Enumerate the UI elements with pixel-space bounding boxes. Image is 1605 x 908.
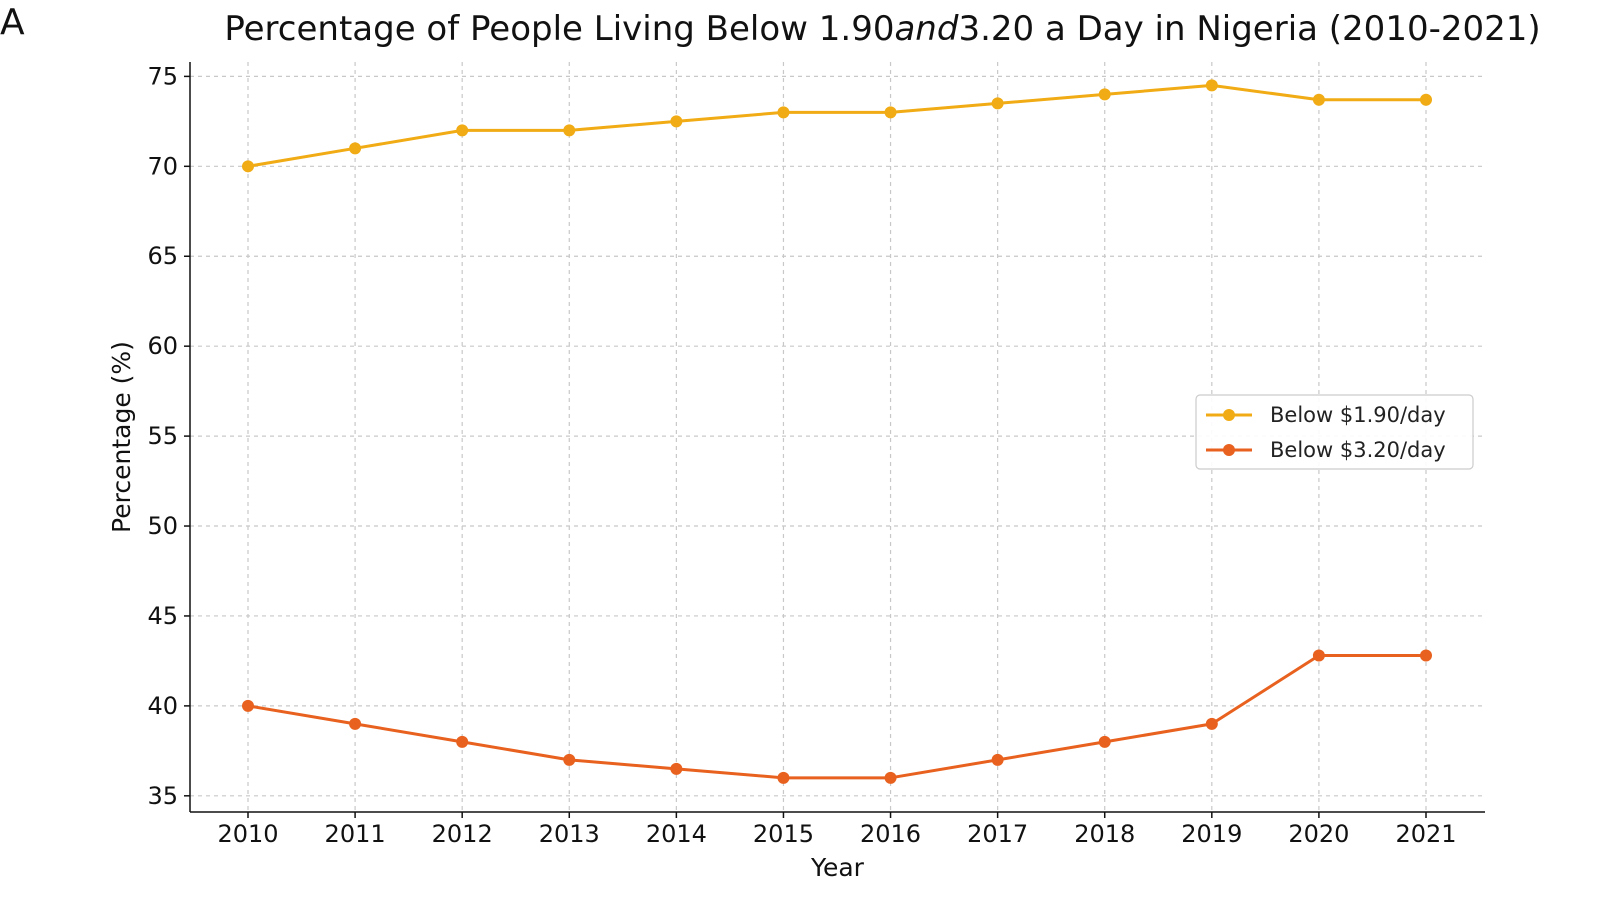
legend: Below $1.90/day Below $3.20/day bbox=[1195, 394, 1474, 470]
data-point bbox=[884, 106, 897, 119]
data-point bbox=[1205, 79, 1218, 92]
legend-frame bbox=[1195, 394, 1474, 470]
x-tick-label: 2013 bbox=[539, 820, 600, 848]
data-point bbox=[1420, 649, 1432, 662]
axes: 2010 2011 2012 2013 2014 2015 2016 2017 2018 2019… bbox=[147, 62, 1485, 848]
x-tick-label: 2010 bbox=[217, 820, 278, 848]
x-tick-label: 2012 bbox=[432, 820, 493, 848]
data-point bbox=[1098, 88, 1111, 101]
data-point bbox=[670, 762, 683, 775]
data-point bbox=[1205, 717, 1218, 730]
y-tick-label: 70 bbox=[147, 152, 178, 180]
title-segment: Percentage of People Living Below 1.90 bbox=[224, 9, 894, 49]
data-point bbox=[777, 771, 790, 784]
y-tick-label: 35 bbox=[147, 782, 178, 810]
x-tick-label: 2015 bbox=[753, 820, 814, 848]
data-point bbox=[670, 115, 683, 128]
x-tick-label: 2018 bbox=[1074, 820, 1135, 848]
x-tick-label: 2014 bbox=[646, 820, 707, 848]
data-point bbox=[563, 753, 576, 766]
y-tick-label: 60 bbox=[147, 332, 178, 360]
x-tick-label: 2019 bbox=[1181, 820, 1242, 848]
data-point bbox=[991, 753, 1004, 766]
legend-item: Below $1.90/day bbox=[1206, 403, 1446, 427]
data-point bbox=[991, 97, 1004, 110]
x-tick-label: 2020 bbox=[1288, 820, 1349, 848]
data-point bbox=[1420, 93, 1432, 106]
title-segment: 3.20 a Day in Nigeria (2010-2021) bbox=[958, 9, 1540, 49]
data-point bbox=[1312, 93, 1325, 106]
data-point bbox=[456, 735, 469, 748]
data-point bbox=[349, 142, 362, 155]
y-axis-title: Percentage (%) bbox=[107, 341, 136, 533]
legend-swatch-marker bbox=[1223, 409, 1235, 421]
series-line bbox=[247, 654, 1426, 780]
legend-label: Below $1.90/day bbox=[1270, 403, 1446, 427]
x-tick-label: 2011 bbox=[325, 820, 386, 848]
y-tick-label: 55 bbox=[147, 422, 178, 450]
x-tick-label: 2017 bbox=[967, 820, 1028, 848]
legend-item: Below $3.20/day bbox=[1206, 438, 1446, 462]
data-point bbox=[242, 699, 254, 712]
series-line bbox=[247, 83, 1426, 168]
y-tick-label: 45 bbox=[147, 602, 178, 630]
data-point bbox=[242, 160, 254, 173]
panel-label: A bbox=[0, 2, 25, 43]
x-axis-title: Year bbox=[810, 853, 865, 882]
x-tick-label: 2016 bbox=[860, 820, 921, 848]
data-point bbox=[563, 124, 576, 137]
data-point bbox=[1312, 649, 1325, 662]
data-point bbox=[1098, 735, 1111, 748]
series-2 bbox=[242, 649, 1432, 784]
x-tick-label: 2021 bbox=[1395, 820, 1456, 848]
series-1 bbox=[242, 79, 1432, 173]
legend-label: Below $3.20/day bbox=[1270, 438, 1446, 462]
y-tick-label: 50 bbox=[147, 512, 178, 540]
y-tick-label: 65 bbox=[147, 242, 178, 270]
series-lines bbox=[242, 79, 1432, 784]
title-segment: and bbox=[894, 9, 958, 49]
data-point bbox=[456, 124, 469, 137]
data-point bbox=[777, 106, 790, 119]
chart-title: Percentage of People Living Below 1.90an… bbox=[224, 9, 1540, 49]
data-point bbox=[884, 771, 897, 784]
y-tick-label: 75 bbox=[147, 62, 178, 90]
y-tick-label: 40 bbox=[147, 692, 178, 720]
legend-swatch-marker bbox=[1223, 444, 1235, 456]
grid-lines bbox=[190, 62, 1485, 812]
data-point bbox=[349, 717, 362, 730]
